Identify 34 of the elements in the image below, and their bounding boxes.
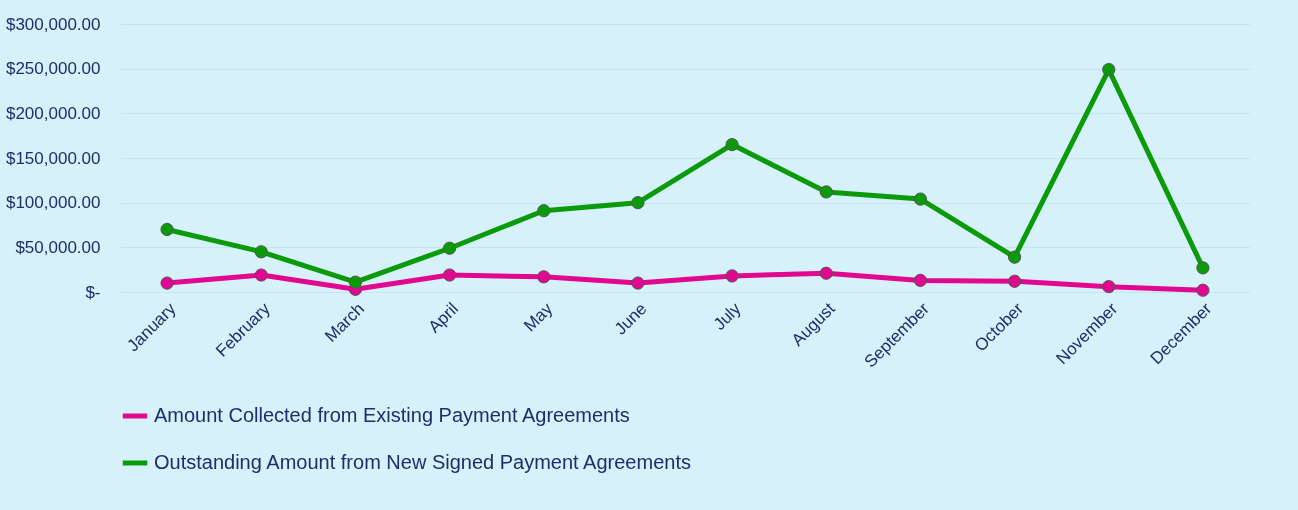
point bbox=[160, 276, 174, 290]
point bbox=[631, 276, 645, 290]
point bbox=[1007, 274, 1022, 288]
point bbox=[254, 268, 268, 282]
point bbox=[160, 222, 174, 237]
point bbox=[348, 275, 363, 289]
point bbox=[819, 185, 833, 199]
point bbox=[1196, 283, 1210, 297]
point bbox=[913, 192, 928, 206]
x-tick-label: May bbox=[520, 298, 557, 336]
legend-label: Amount Collected from Existing Payment Agreements bbox=[154, 404, 630, 426]
point bbox=[725, 137, 739, 152]
point bbox=[1102, 280, 1116, 294]
legend-label: Outstanding Amount from New Signed Payment Agreements bbox=[154, 451, 691, 473]
y-tick-label: $100,000.00 bbox=[5, 193, 101, 213]
point bbox=[442, 268, 457, 282]
x-tick-label: July bbox=[709, 298, 745, 334]
point bbox=[725, 269, 739, 283]
y-tick-label: $- bbox=[85, 282, 101, 302]
point bbox=[913, 273, 928, 287]
point bbox=[442, 241, 457, 255]
point bbox=[537, 204, 551, 218]
point bbox=[1007, 250, 1022, 264]
point bbox=[1196, 261, 1210, 275]
point bbox=[631, 196, 645, 210]
point bbox=[1102, 62, 1116, 77]
y-tick-label: $150,000.00 bbox=[5, 148, 101, 168]
y-tick-label: $250,000.00 bbox=[5, 59, 101, 79]
y-tick-label: $200,000.00 bbox=[5, 103, 101, 123]
y-tick-label: $50,000.00 bbox=[15, 237, 101, 257]
y-tick-label: $300,000.00 bbox=[5, 14, 101, 34]
point bbox=[537, 270, 551, 284]
point bbox=[254, 245, 268, 259]
point bbox=[819, 266, 833, 280]
